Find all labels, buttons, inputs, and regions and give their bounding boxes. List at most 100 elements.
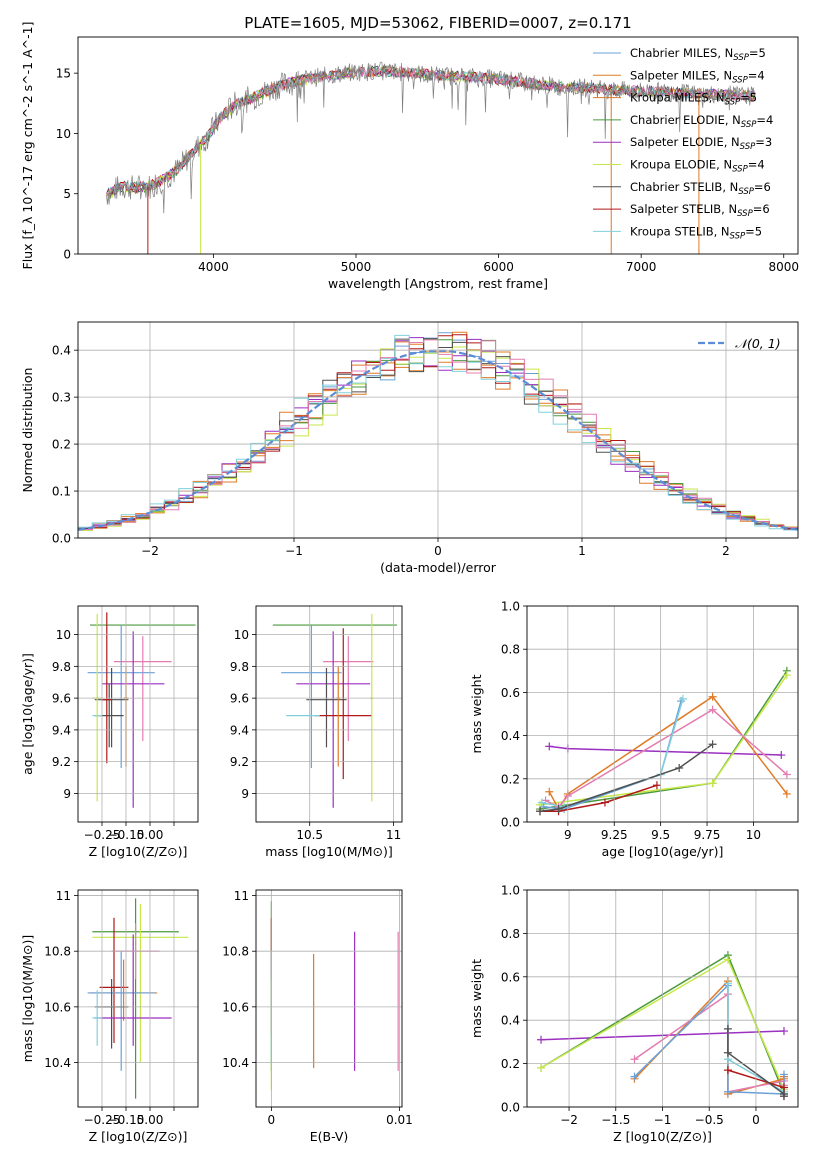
residuals-x-tick-label: 0	[434, 544, 442, 558]
spectrum-x-tick-label: 7000	[626, 260, 657, 274]
mass-weight-point	[537, 1035, 546, 1044]
mass-weight-line	[539, 743, 714, 812]
residuals-y-tick-label: 0.2	[52, 438, 71, 452]
z-mass-x-axis-label: Z [log10(Z/Z⊙)]	[89, 1129, 188, 1144]
weight-age-y-tick-label: 0.4	[501, 729, 520, 743]
figure-title: PLATE=1605, MJD=53062, FIBERID=0007, z=0…	[244, 14, 631, 32]
mass-weight-point	[782, 671, 791, 680]
residuals-panel: −2 −1 0 1 2 0.0 0.1 0.2 0.3 0.4 (data-model)/error…	[20, 321, 799, 575]
mass-weight-point	[535, 807, 544, 816]
mass-weight-point	[600, 798, 609, 807]
mass-weight-point	[708, 692, 717, 701]
spectrum-y-tick-label: 0	[63, 248, 71, 262]
ebv-mass-y-tick-label: 10.6	[222, 1000, 249, 1014]
mass-age-x-tick-label: 11	[386, 828, 401, 842]
weight-age-x-tick-label: 10	[746, 828, 761, 842]
weight-age-x-tick-label: 9.25	[601, 828, 628, 842]
mass-weight-point	[723, 1024, 732, 1033]
legend-entry: Chabrier STELIB, NSSP=6	[630, 180, 771, 197]
z-mass-x-tick-label: 0.00	[137, 1113, 164, 1127]
residuals-y-tick-label: 0.4	[52, 344, 71, 358]
weight-age-panel: 9 9.25 9.5 9.75 10 0.0 0.2 0.4 0.6 0.8 1.0 age [log…	[469, 600, 799, 859]
mass-weight-line	[548, 695, 788, 811]
z-mass-y-tick-label: 10.8	[44, 945, 71, 959]
spectrum-x-tick-label: 6000	[483, 260, 514, 274]
z-mass-y-tick-label: 11	[56, 889, 71, 903]
z-age-plot-area	[87, 612, 196, 808]
mass-age-y-tick-label: 10	[234, 628, 249, 642]
weight-z-y-tick-label: 0.8	[501, 927, 520, 941]
weight-age-y-tick-label: 0.8	[501, 643, 520, 657]
legend-entry: Kroupa MILES, NSSP=5	[630, 91, 757, 108]
mass-weight-point	[723, 979, 732, 988]
residuals-frame	[77, 321, 799, 539]
z-mass-y-tick-label: 10.4	[44, 1056, 71, 1070]
observed-spectrum-line	[106, 61, 756, 214]
weight-z-x-axis-label: Z [log10(Z/Z⊙)]	[613, 1129, 712, 1144]
mass-age-y-tick-label: 9.6	[230, 692, 249, 706]
spectrum-x-tick-label: 8000	[768, 260, 799, 274]
weight-z-panel: −2 −1.5 −1 −0.5 0 0.0 0.2 0.4 0.6 0.8 1.0 Z [log10(…	[469, 884, 799, 1144]
ebv-mass-x-tick-label: 0	[268, 1113, 276, 1127]
z-age-y-tick-label: 9.4	[52, 723, 71, 737]
weight-age-x-tick-label: 9.5	[651, 828, 670, 842]
weight-age-y-tick-label: 0.0	[501, 816, 520, 830]
spectrum-x-axis-label: wavelength [Angstrom, rest frame]	[328, 276, 548, 291]
weight-z-y-tick-label: 0.0	[501, 1101, 520, 1115]
ebv-mass-y-tick-label: 11	[234, 889, 249, 903]
weight-z-x-tick-label: −2	[560, 1113, 578, 1127]
weight-z-frame	[526, 889, 799, 1108]
residuals-x-axis-label: (data-model)/error	[380, 560, 497, 575]
mass-weight-point	[708, 705, 717, 714]
weight-z-y-tick-label: 0.2	[501, 1057, 520, 1071]
weight-z-x-tick-label: −1	[654, 1113, 672, 1127]
mass-weight-point	[779, 1070, 788, 1079]
weight-z-y-tick-label: 1.0	[501, 884, 520, 898]
weight-z-x-tick-label: −0.5	[695, 1113, 724, 1127]
ebv-mass-x-axis-label: E(B-V)	[310, 1129, 349, 1144]
weight-z-x-tick-label: 0	[752, 1113, 760, 1127]
z-age-y-tick-label: 9.2	[52, 755, 71, 769]
legend-entry: Kroupa ELODIE, NSSP=4	[630, 158, 765, 175]
ebv-mass-x-tick-label: 0.01	[386, 1113, 413, 1127]
mass-age-y-tick-label: 9.8	[230, 660, 249, 674]
legend-entry: 𝒩(0, 1)	[735, 336, 781, 351]
mass-age-x-axis-label: mass [log10(M/M⊙)]	[265, 844, 393, 859]
mass-age-y-tick-label: 9.4	[230, 723, 249, 737]
spectrum-y-tick-label: 10	[56, 127, 71, 141]
mass-weight-point	[630, 1055, 639, 1064]
residuals-y-tick-label: 0.3	[52, 391, 71, 405]
mass-weight-point	[782, 770, 791, 779]
residuals-x-tick-label: −2	[141, 544, 159, 558]
ebv-mass-frame	[255, 889, 403, 1108]
mass-age-y-tick-label: 9	[241, 787, 249, 801]
ebv-mass-plot-area	[270, 901, 399, 1091]
z-mass-panel: −0.25−0.150.00 10.4 10.6 10.8 11 Z [log10(Z/Z…	[20, 889, 199, 1144]
model-spectrum-line	[106, 64, 756, 197]
mass-weight-point	[678, 694, 687, 703]
mass-weight-point	[779, 1027, 788, 1036]
spectrum-y-tick-label: 15	[56, 67, 71, 81]
spectrum-x-tick-label: 4000	[198, 260, 229, 274]
weight-age-y-tick-label: 0.2	[501, 772, 520, 786]
spectrum-y-tick-label: 5	[63, 187, 71, 201]
z-age-y-axis-label: age [log10(age/yr)]	[20, 653, 35, 775]
weight-z-y-axis-label: mass weight	[469, 959, 484, 1038]
model-spectrum-line	[106, 66, 756, 194]
weight-age-x-tick-label: 9	[564, 828, 572, 842]
z-age-y-tick-label: 10	[56, 628, 71, 642]
model-spectrum-line	[106, 65, 756, 195]
z-age-x-tick-label: 0.00	[137, 828, 164, 842]
mass-weight-point	[537, 798, 546, 807]
z-age-x-tick-label: −0.15	[108, 828, 145, 842]
spectrum-plot-area	[106, 61, 756, 254]
z-mass-x-tick-label: −0.15	[108, 1113, 145, 1127]
mass-weight-point	[652, 781, 661, 790]
weight-z-x-tick-label: −1.5	[601, 1113, 630, 1127]
z-age-y-tick-label: 9.6	[52, 692, 71, 706]
mass-age-panel: 10.5 11 9 9.2 9.4 9.6 9.8 10 mass [log10(M/M⊙)]	[230, 605, 403, 859]
residuals-x-tick-label: 1	[578, 544, 586, 558]
mass-weight-point	[545, 742, 554, 751]
legend-entry: Salpeter MILES, NSSP=4	[630, 68, 765, 85]
